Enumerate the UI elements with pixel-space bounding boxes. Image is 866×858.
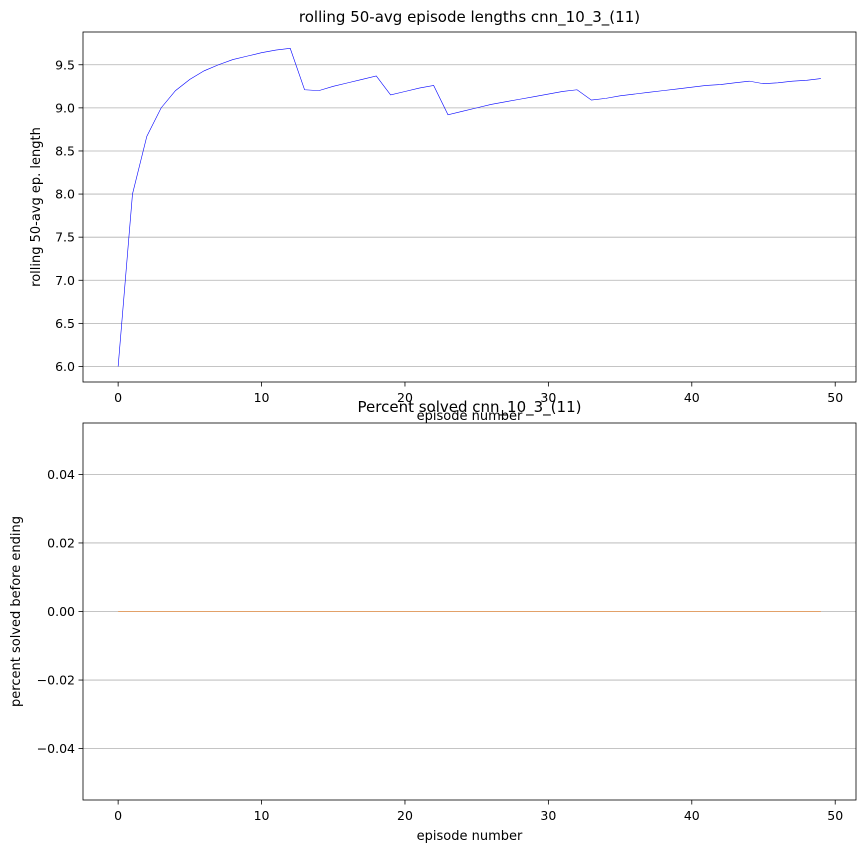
x-tick-label: 10	[254, 390, 270, 405]
plot-frame	[82, 422, 857, 801]
chart-title: Percent solved cnn_10_3_(11)	[358, 398, 582, 417]
y-tick-label: 7.5	[55, 230, 75, 245]
x-axis-label: episode number	[417, 409, 523, 424]
x-tick-label: 40	[684, 390, 700, 405]
x-tick-label: 30	[540, 808, 556, 823]
y-tick-label: −0.02	[37, 673, 75, 688]
x-tick-label: 30	[540, 390, 556, 405]
y-tick-label: 0.04	[47, 467, 75, 482]
plot-frame	[82, 31, 857, 383]
chart-title: rolling 50-avg episode lengths cnn_10_3_…	[299, 8, 640, 27]
y-tick-label: −0.04	[37, 741, 75, 756]
y-axis-label: rolling 50-avg ep. length	[29, 127, 44, 287]
x-tick-label: 10	[254, 808, 270, 823]
series-line-1	[117, 48, 821, 367]
y-tick-label: 8.0	[55, 187, 75, 202]
x-axis-label: episode number	[417, 829, 523, 844]
x-tick-label: 20	[397, 808, 413, 823]
x-tick-label: 40	[684, 808, 700, 823]
y-axis-label: percent solved before ending	[9, 516, 24, 707]
x-tick-label: 20	[397, 390, 413, 405]
chart-panel-2: −0.04 −0.02 0.00 0.02 0.04 0 10 20 30 40 50 Percent…	[9, 398, 857, 844]
x-tick-label: 0	[114, 808, 122, 823]
x-tick-label: 0	[114, 390, 122, 405]
y-tick-label: 9.5	[55, 57, 75, 72]
y-tick-label: 9.0	[55, 100, 75, 115]
chart-panel-1: 6.0 6.5 7.0 7.5 8.0 8.5 9.0 9.5 0 10 20 30 40 50 rolli…	[29, 8, 857, 424]
y-tick-label: 6.5	[55, 316, 75, 331]
y-tick-label: 0.00	[47, 604, 75, 619]
y-tick-label: 6.0	[55, 359, 75, 374]
x-tick-label: 50	[827, 808, 843, 823]
y-tick-label: 7.0	[55, 273, 75, 288]
y-tick-label: 0.02	[47, 535, 75, 550]
y-tick-label: 8.5	[55, 143, 75, 158]
x-tick-label: 50	[827, 390, 843, 405]
